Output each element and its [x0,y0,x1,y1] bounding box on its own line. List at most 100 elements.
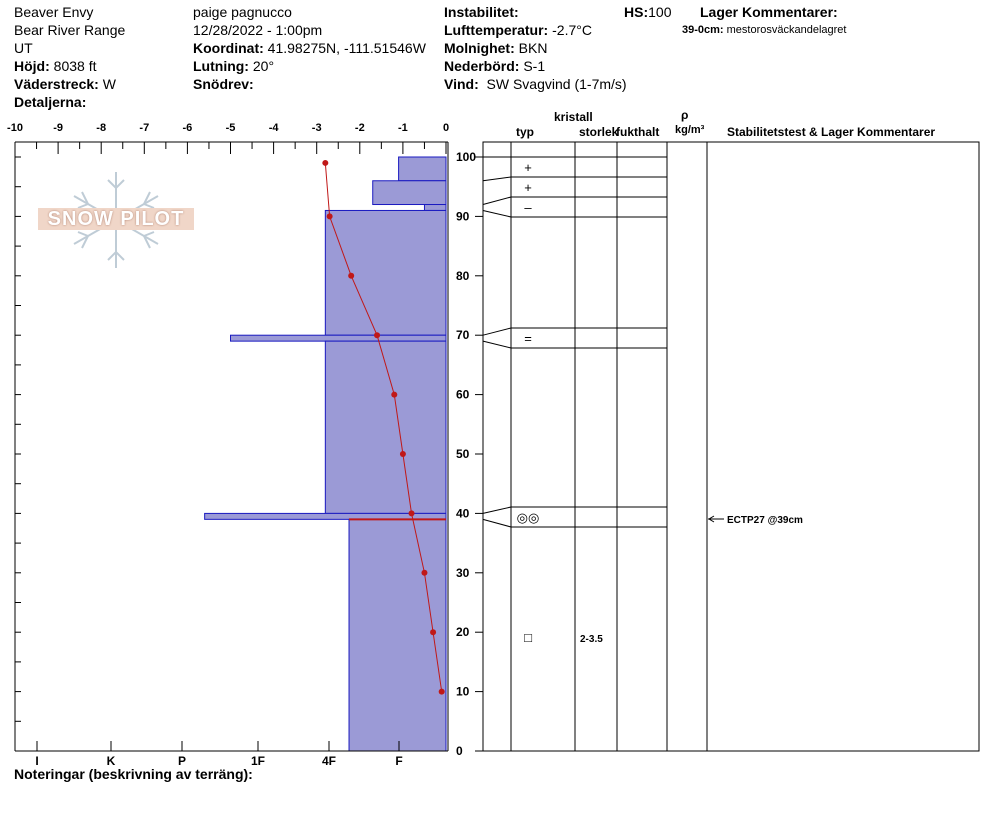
depth-label-1: 10 [456,685,470,699]
aspect-row: Väderstreck: W [14,76,116,92]
temperature-point-2 [348,272,355,279]
stability-test-arrowhead [708,515,715,523]
logo-text: SNOW PILOT [38,208,194,230]
temp-tick-label-0: -10 [7,122,23,134]
details-label: Detaljerna: [14,94,87,110]
temp-tick-label-9: -1 [398,122,408,134]
layer-connector-4 [482,327,512,336]
depth-label-10: 100 [456,150,476,164]
mountain-range: Bear River Range [14,22,126,38]
sky-row: Molnighet: BKN [444,40,547,56]
hardness-layer-bar-2 [423,204,447,211]
layer-comment-row: 39-0cm: mestorosväckandelagret [682,24,846,37]
temp-tick-label-7: -3 [312,122,322,134]
aspect-value: W [102,76,116,92]
layer-connector-5 [482,340,512,349]
instability-label: Instabilitet: [444,4,519,20]
temperature-point-3 [374,332,381,339]
layer-connector-7 [482,518,512,528]
hardness-layer-bar-3 [324,209,447,336]
drift-label: Snödrev: [193,76,254,92]
temp-tick-label-3: -7 [139,122,149,134]
instability-row: Instabilitet: [444,4,523,20]
location-name: Beaver Envy [14,4,94,20]
temperature-point-8 [430,629,437,636]
coords-value: 41.98275N, -111.51546W [267,40,426,56]
depth-label-7: 70 [456,328,470,342]
drift-row: Snödrev: [193,76,258,92]
depth-label-9: 90 [456,209,470,223]
depth-label-4: 40 [456,506,470,520]
temp-tick-label-2: -8 [96,122,106,134]
hs-value: 100 [648,4,672,20]
observer-name: paige pagnucco [193,4,292,20]
precip-row: Nederbörd: S-1 [444,58,545,74]
airtemp-label: Lufttemperatur: [444,22,549,38]
airtemp-value: -2.7°C [552,22,592,38]
coords-row: Koordinat: 41.98275N, -111.51546W [193,40,426,56]
header-rho: ρ [681,108,689,122]
layer-connector-1 [482,176,512,182]
temperature-point-5 [399,451,406,457]
depth-label-6: 60 [456,388,470,402]
temperature-point-1 [326,213,333,220]
precip-label: Nederbörd: [444,58,520,74]
hardness-label-0: I [35,754,38,768]
hs-row: HS:100 [624,4,671,20]
observation-datetime: 12/28/2022 - 1:00pm [193,22,323,38]
hardness-layer-bar-7 [348,518,447,752]
coords-label: Koordinat: [193,40,264,56]
temperature-point-7 [421,569,428,576]
temp-tick-label-4: -6 [183,122,193,134]
elevation-label: Höjd: [14,58,50,74]
stability-test-result: ECTP27 @39cm [727,515,803,526]
hs-label: HS: [624,4,649,20]
layer-table-frame [482,141,980,752]
hardness-label-1: K [107,754,116,768]
depth-label-2: 20 [456,625,470,639]
header-fukthalt: fukthalt [616,125,660,139]
elevation-value: 8038 ft [53,58,97,74]
depth-label-3: 30 [456,566,470,580]
temperature-point-4 [391,391,398,398]
header-typ: typ [516,125,534,139]
layer-connector-6 [482,506,512,514]
depth-label-5: 50 [456,447,470,461]
hardness-layer-bar-0 [398,156,447,182]
grain-type-symbol-6: ◎◎ [517,510,540,525]
header-kristall: kristall [554,110,593,124]
hardness-label-5: F [395,754,402,768]
precip-value: S-1 [523,58,546,74]
header-storlek: storlek [579,125,619,139]
slope-row: Lutning: 20° [193,58,274,74]
hardness-layer-bar-4 [230,334,447,342]
grain-type-symbol-2: – [524,200,532,215]
grain-type-symbol-1: + [524,180,532,195]
hardness-label-4: 4F [322,754,336,768]
hardness-layer-bar-6 [204,512,447,520]
layer-comment-depth: 39-0cm: [682,24,724,36]
wind-row: Vind: SW Svagvind (1-7m/s) [444,76,627,92]
hardness-label-2: P [178,754,186,768]
layer-connector-2 [482,196,512,206]
sky-label: Molnighet: [444,40,515,56]
hardness-layer-bar-5 [324,340,447,514]
grain-type-symbol-7: □ [524,630,532,645]
snowpilot-logo: SNOW PILOT [38,170,194,270]
header-density-unit: kg/m³ [675,124,705,136]
slope-value: 20° [252,58,275,74]
temp-tick-label-1: -9 [53,122,63,134]
hardness-layer-bar-1 [372,180,447,206]
layer-comment-text: mestorosväckandelagret [726,24,847,36]
grain-type-symbol-0: + [524,160,532,175]
wind-label: Vind: [444,76,479,92]
temperature-point-9 [438,688,445,695]
header-stability: Stabilitetstest & Lager Kommentarer [727,125,936,139]
layer-comments-label: Lager Kommentarer: [700,4,838,20]
wind-value: SW Svagvind (1-7m/s) [486,76,627,92]
notes-label: Noteringar (beskrivning av terräng): [14,766,253,782]
slope-label: Lutning: [193,58,249,74]
temp-tick-label-6: -4 [269,122,280,134]
temperature-profile-line [324,162,443,692]
